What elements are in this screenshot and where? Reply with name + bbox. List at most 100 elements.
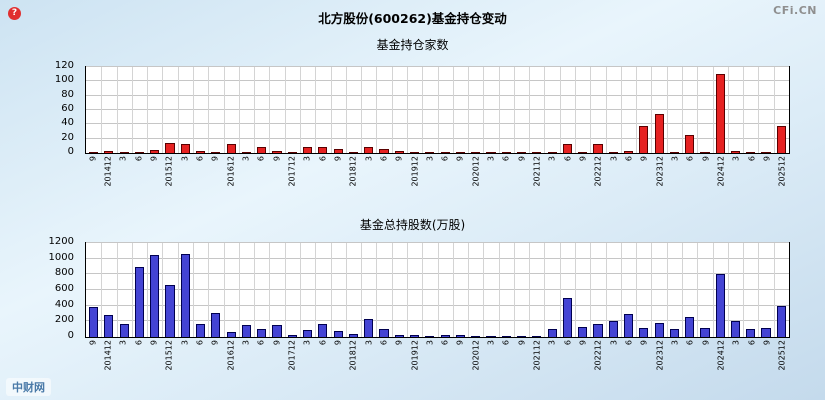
x-tick-label: 201412 (103, 340, 113, 371)
chart2-y-axis: 0 200 400 600 800 1000 1200 (0, 237, 80, 341)
bar (257, 329, 267, 337)
chart1-title: 基金持仓家数 (376, 38, 449, 52)
bar (226, 332, 236, 337)
bar (440, 152, 450, 153)
v-gridline (483, 67, 485, 153)
x-tick-label: 3 (425, 340, 435, 346)
v-gridline (208, 67, 210, 153)
x-tick-label: 3 (609, 340, 619, 346)
x-tick-label: 201812 (348, 340, 358, 371)
v-gridline (712, 67, 714, 153)
bar (440, 335, 450, 337)
bar (257, 147, 267, 153)
x-tick-label: 202112 (532, 156, 542, 187)
v-gridline (682, 243, 684, 337)
bar (409, 151, 420, 153)
x-tick-label: 3 (547, 156, 557, 162)
bar (348, 333, 359, 337)
bar (303, 329, 313, 337)
x-tick-label: 9 (762, 340, 772, 346)
bar (471, 151, 481, 153)
v-gridline (666, 243, 668, 337)
bar (746, 151, 756, 153)
bar (486, 336, 496, 337)
v-gridline (315, 67, 317, 153)
bar (348, 151, 359, 153)
x-tick-label: 9 (639, 340, 649, 346)
v-gridline (315, 243, 317, 337)
bar (333, 330, 343, 337)
bar (471, 335, 481, 337)
x-tick-label: 202212 (593, 340, 603, 371)
v-gridline (269, 243, 271, 337)
x-tick-label: 6 (624, 340, 634, 346)
v-gridline (147, 243, 149, 337)
x-tick-label: 3 (364, 340, 374, 346)
x-tick-label: 202212 (593, 156, 603, 187)
x-tick-label: 6 (256, 340, 266, 346)
v-gridline (544, 67, 546, 153)
v-gridline (559, 243, 561, 337)
help-icon[interactable]: ? (8, 7, 21, 20)
v-gridline (147, 67, 149, 153)
bar (669, 329, 679, 337)
x-tick-label: 3 (670, 156, 680, 162)
v-gridline (513, 243, 515, 337)
v-gridline (498, 67, 500, 153)
x-tick-label: 9 (701, 340, 711, 346)
bar (578, 326, 588, 337)
v-gridline (468, 67, 470, 153)
x-tick-label: 201612 (226, 340, 236, 371)
bar (685, 135, 695, 153)
v-gridline (269, 67, 271, 153)
chart1-plot-area (85, 66, 790, 154)
brand-logo[interactable]: CFi.CN (773, 4, 817, 17)
bar (119, 152, 129, 153)
bar (761, 151, 771, 153)
x-tick-label: 9 (149, 340, 159, 346)
v-gridline (177, 243, 179, 337)
bar (501, 152, 511, 153)
v-gridline (361, 243, 363, 337)
bar (119, 323, 129, 337)
v-gridline (468, 243, 470, 337)
x-tick-label: 202412 (716, 156, 726, 187)
x-tick-label: 9 (210, 156, 220, 162)
v-gridline (330, 243, 332, 337)
v-gridline (437, 67, 439, 153)
y-tick-label: 40 (61, 117, 74, 129)
v-gridline (559, 67, 561, 153)
y-tick-label: 1000 (48, 251, 74, 263)
v-gridline (162, 243, 164, 337)
h-gridline (86, 242, 789, 243)
x-tick-label: 3 (180, 156, 190, 162)
x-tick-label: 3 (731, 340, 741, 346)
v-gridline (651, 67, 653, 153)
y-tick-label: 100 (54, 74, 74, 86)
v-gridline (177, 67, 179, 153)
y-tick-label: 200 (54, 314, 74, 326)
bar (394, 334, 404, 337)
chart1-x-axis-labels: 9 201412 3 6 9 201512 3 6 9 201612 3 6 9 201712 3 6 9 201… (85, 154, 790, 204)
bar (776, 306, 786, 337)
x-tick-label: 6 (318, 340, 328, 346)
x-tick-label: 6 (134, 156, 144, 162)
y-tick-label: 80 (61, 88, 74, 100)
bar (578, 151, 588, 153)
v-gridline (208, 243, 210, 337)
bar (303, 146, 313, 153)
v-gridline (498, 243, 500, 337)
bar (532, 335, 542, 337)
bar (379, 329, 389, 337)
v-gridline (666, 67, 668, 153)
x-tick-label: 3 (486, 340, 496, 346)
bar (730, 150, 741, 153)
y-tick-label: 20 (61, 131, 74, 143)
y-tick-label: 120 (54, 60, 74, 71)
bar (165, 142, 175, 153)
x-tick-label: 6 (747, 340, 757, 346)
bar (532, 152, 542, 153)
y-tick-label: 0 (67, 330, 74, 341)
x-tick-label: 9 (272, 340, 282, 346)
x-tick-label: 3 (118, 156, 128, 162)
